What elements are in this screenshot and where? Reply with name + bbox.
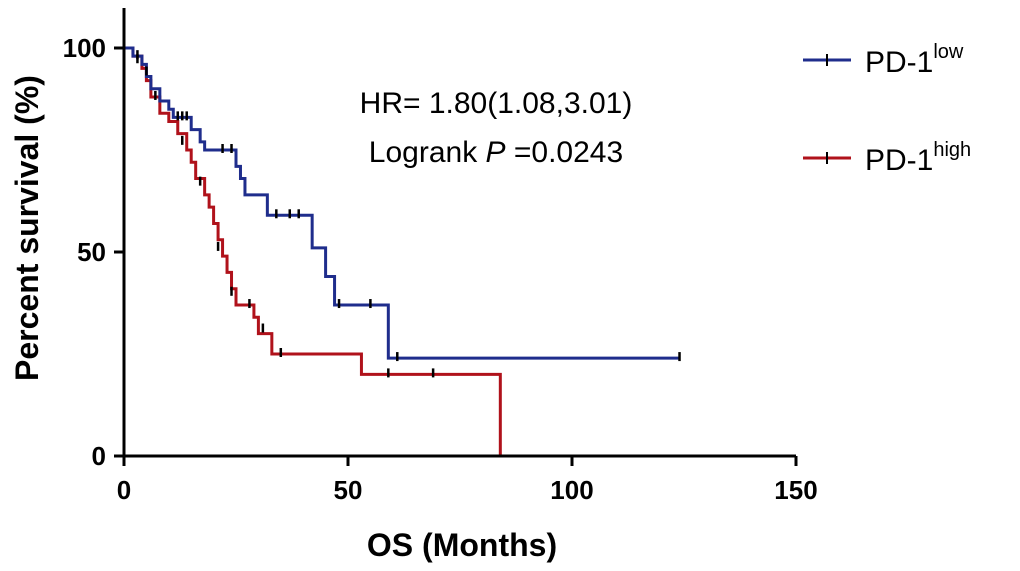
- y-tick-label: 0: [92, 441, 106, 471]
- legend-label-pd1-low: PD-1low: [865, 41, 964, 79]
- hazard-ratio-text: HR= 1.80(1.08,3.01): [360, 87, 633, 120]
- plot-area: [124, 46, 681, 456]
- y-tick-label: 50: [77, 237, 106, 267]
- legend-label-pd1-high: PD-1high: [865, 139, 971, 177]
- y-tick-label: 100: [63, 33, 106, 63]
- x-tick-label: 100: [550, 475, 593, 505]
- series-line-pd1-high: [124, 46, 502, 456]
- x-tick-label: 150: [774, 475, 817, 505]
- legend-item-pd1-high: PD-1high: [803, 139, 971, 177]
- y-axis-title: Percent survival (%): [9, 75, 45, 381]
- x-axis-title: OS (Months): [367, 527, 557, 563]
- series-line-pd1-low: [124, 46, 680, 360]
- legend: PD-1low PD-1high: [803, 41, 971, 177]
- logrank-text: Logrank P =0.0243: [369, 136, 623, 169]
- x-tick-label: 0: [117, 475, 131, 505]
- axes: 0 50 100 150 0 50 100: [63, 8, 818, 505]
- x-tick-label: 50: [334, 475, 363, 505]
- legend-item-pd1-low: PD-1low: [803, 41, 964, 79]
